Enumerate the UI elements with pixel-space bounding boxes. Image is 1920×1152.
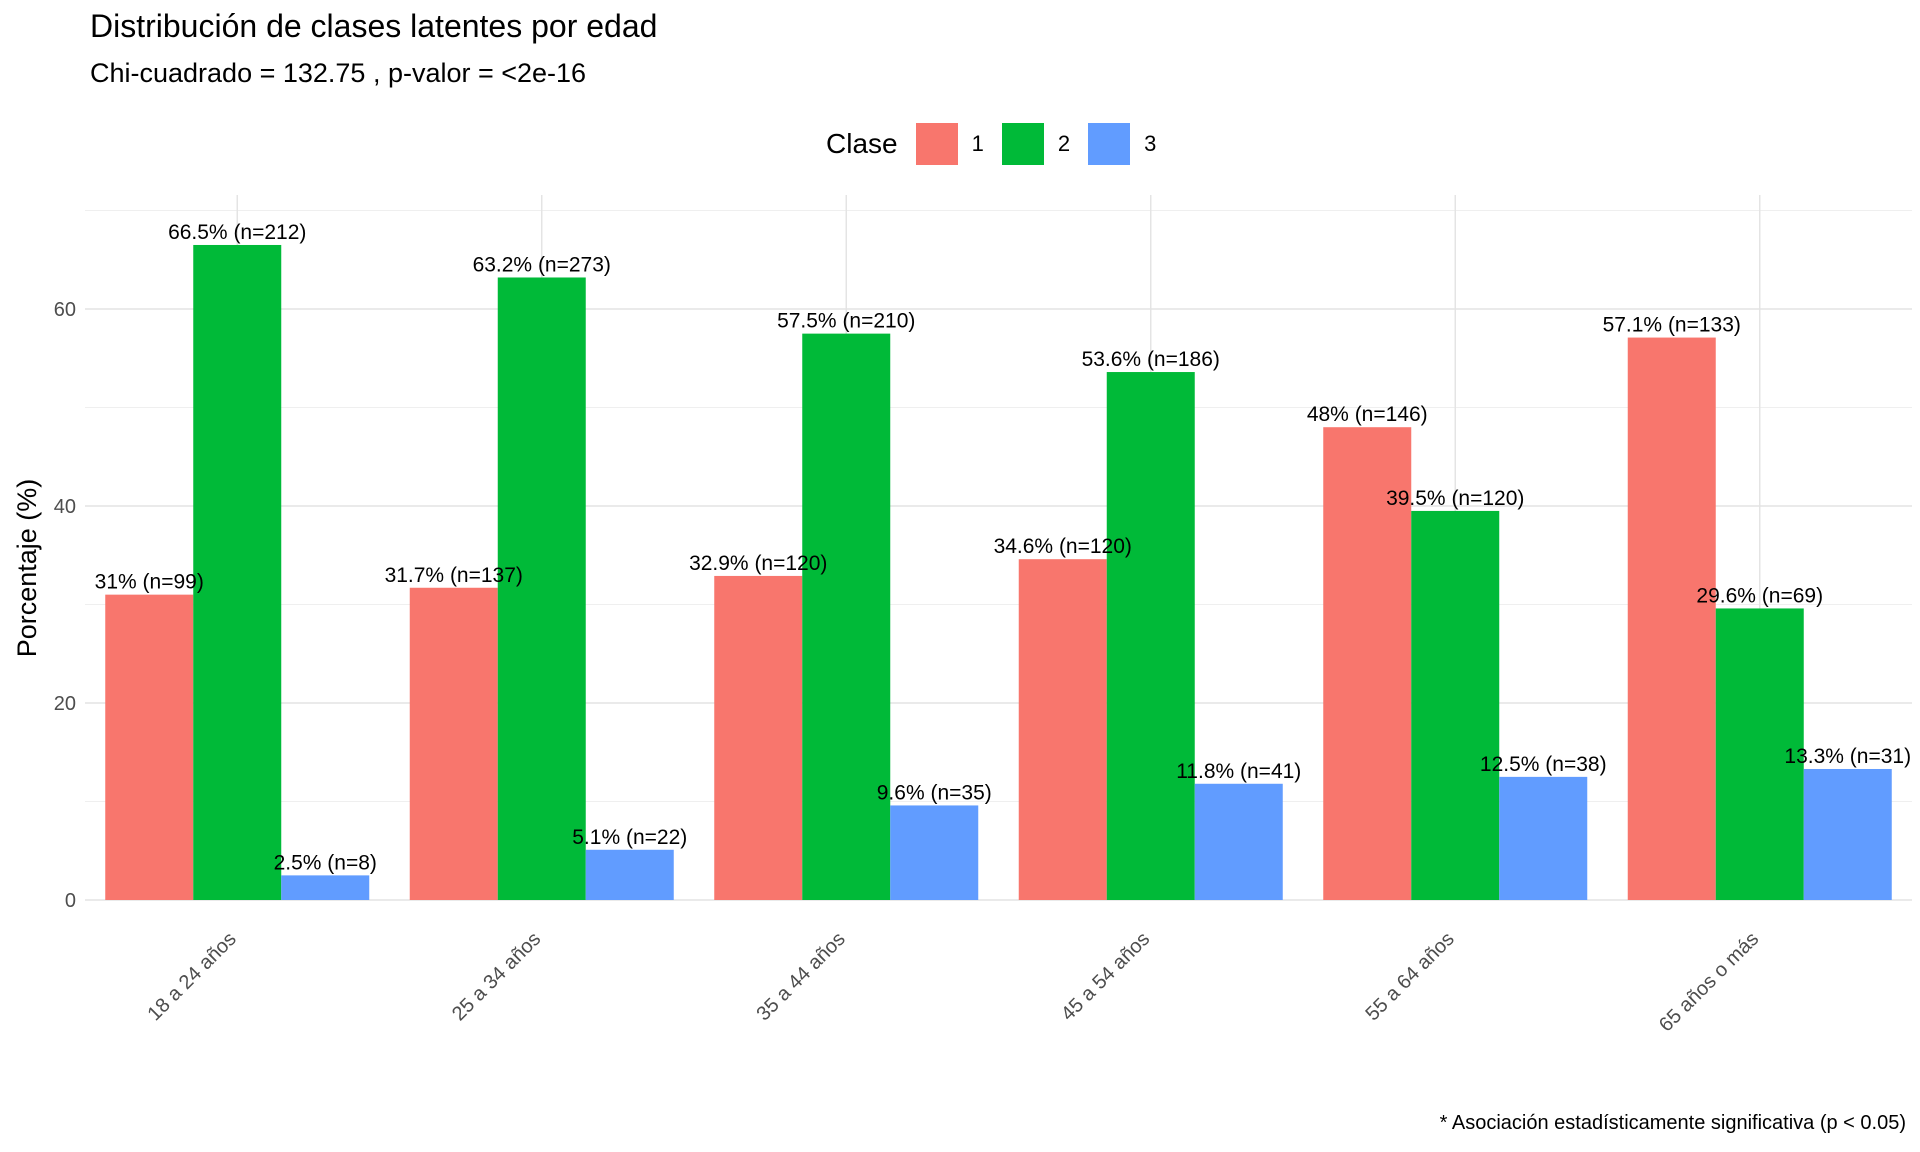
y-tick-label: 60 — [54, 299, 76, 321]
bar-label: 39.5% (n=120) — [1386, 487, 1524, 510]
legend-item-1: 1 — [915, 123, 990, 165]
bar-label: 32.9% (n=120) — [689, 552, 827, 575]
bar-1 — [105, 594, 194, 900]
bar-label: 31% (n=99) — [95, 571, 204, 594]
legend-item-3: 3 — [1088, 123, 1162, 165]
legend-label-3: 3 — [1144, 131, 1157, 156]
bar-1 — [1323, 427, 1412, 900]
legend-key-1 — [915, 123, 958, 165]
chart-caption: * Asociación estadísticamente significat… — [1439, 1112, 1906, 1134]
x-tick-label: 18 a 24 años — [143, 928, 240, 1025]
bar-1 — [1018, 559, 1107, 900]
bar-1 — [409, 587, 498, 900]
legend-title: Clase — [826, 128, 898, 159]
y-tick-label: 40 — [54, 496, 76, 518]
legend-item-2: 2 — [1001, 123, 1076, 165]
bar-2 — [1106, 372, 1195, 900]
chart-subtitle: Chi-cuadrado = 132.75 , p-valor = <2e-16 — [90, 58, 587, 88]
bar-label: 57.1% (n=133) — [1603, 314, 1741, 337]
bar-label: 5.1% (n=22) — [572, 826, 687, 849]
bar-label: 53.6% (n=186) — [1082, 348, 1220, 371]
bar-3 — [1194, 783, 1283, 900]
bar-3 — [281, 875, 370, 900]
bar-label: 66.5% (n=212) — [168, 221, 306, 244]
bar-2 — [1715, 608, 1804, 900]
bar-label: 63.2% (n=273) — [473, 253, 611, 276]
legend-label-1: 1 — [971, 131, 984, 156]
bar-3 — [1803, 768, 1892, 900]
bar-label: 12.5% (n=38) — [1480, 753, 1607, 776]
x-tick-label: 65 años o más — [1655, 928, 1763, 1036]
bar-2 — [193, 244, 282, 901]
x-tick-label: 25 a 34 años — [448, 928, 545, 1025]
y-axis-title: Porcentaje (%) — [12, 479, 42, 658]
bar-label: 34.6% (n=120) — [994, 535, 1132, 558]
bar-3 — [585, 849, 674, 900]
legend-key-3 — [1088, 123, 1131, 165]
bar-1 — [1627, 337, 1716, 900]
bar-label: 9.6% (n=35) — [877, 781, 992, 804]
bar-3 — [1499, 776, 1588, 900]
legend: Clase 1 2 3 — [826, 122, 1174, 166]
bar-label: 2.5% (n=8) — [274, 851, 377, 874]
bar-1 — [714, 575, 803, 900]
y-tick-label: 0 — [65, 890, 76, 912]
bar-2 — [497, 277, 586, 901]
bar-label: 57.5% (n=210) — [777, 310, 915, 333]
legend-label-2: 2 — [1057, 131, 1071, 156]
bar-label: 13.3% (n=31) — [1784, 745, 1911, 768]
bar-3 — [890, 805, 979, 900]
bar-2 — [802, 333, 891, 900]
x-tick-label: 55 a 64 años — [1361, 928, 1458, 1025]
bar-label: 48% (n=146) — [1307, 403, 1428, 426]
bar-label: 11.8% (n=41) — [1176, 760, 1301, 783]
bar-2 — [1411, 510, 1500, 900]
chart-title: Distribución de clases latentes por edad — [90, 8, 658, 44]
bar-label: 29.6% (n=69) — [1696, 584, 1823, 607]
legend-key-2 — [1001, 123, 1044, 165]
x-tick-label: 45 a 54 años — [1057, 928, 1154, 1025]
x-tick-label: 35 a 44 años — [752, 928, 849, 1025]
y-tick-label: 20 — [54, 693, 76, 715]
bar-label: 31.7% (n=137) — [385, 564, 523, 587]
